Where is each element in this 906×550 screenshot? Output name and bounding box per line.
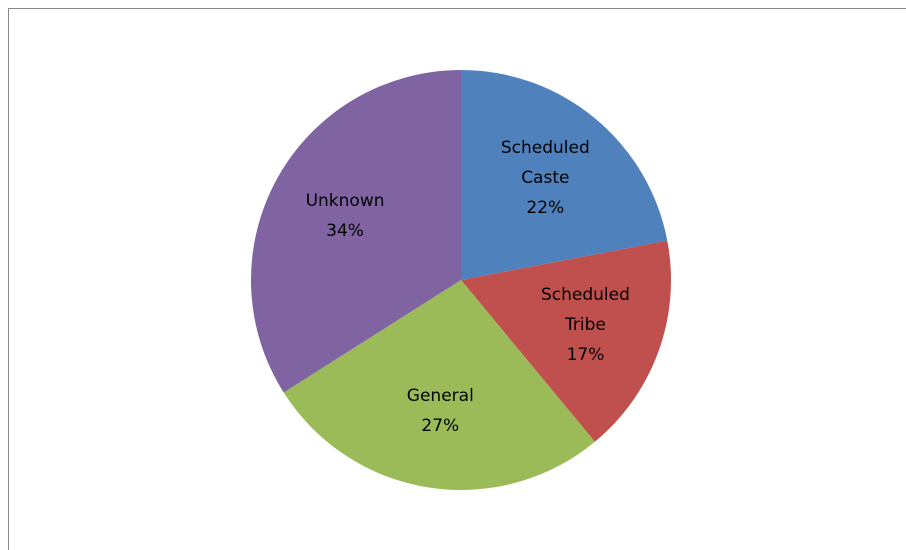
value-label: 22% bbox=[526, 198, 565, 219]
pie-slice bbox=[461, 240, 672, 442]
slice-label: Scheduled Caste 22% bbox=[480, 133, 610, 223]
category-label: Scheduled Caste bbox=[500, 138, 590, 189]
pie-slice bbox=[461, 70, 668, 280]
slice-label: Scheduled Tribe 17% bbox=[520, 280, 650, 370]
value-label: 17% bbox=[566, 344, 605, 365]
slice-label: Unknown 34% bbox=[280, 186, 410, 246]
value-label: 34% bbox=[326, 221, 364, 242]
pie-slice bbox=[283, 280, 595, 491]
category-label: Unknown bbox=[305, 191, 385, 212]
value-label: 27% bbox=[421, 415, 460, 436]
category-label: General bbox=[406, 385, 474, 406]
pie-slice bbox=[251, 69, 461, 393]
category-label: Scheduled Tribe bbox=[541, 284, 630, 335]
slice-label: General 27% bbox=[375, 381, 505, 441]
